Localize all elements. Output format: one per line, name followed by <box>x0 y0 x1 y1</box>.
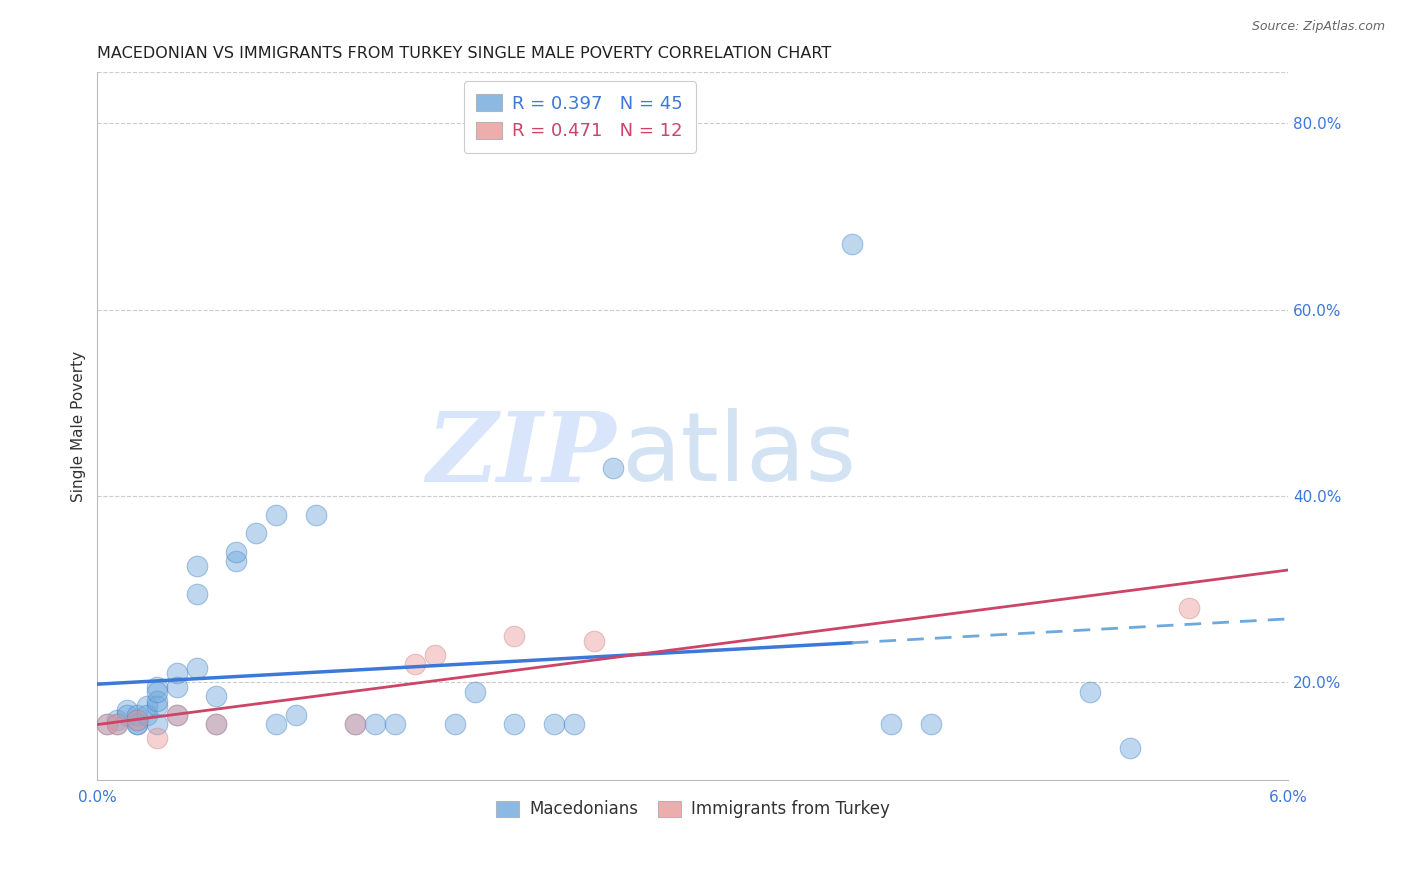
Point <box>125 717 148 731</box>
Point <box>105 717 128 731</box>
Point <box>146 731 169 746</box>
Point <box>146 685 169 699</box>
Point <box>146 698 169 713</box>
Point <box>423 648 446 662</box>
Point <box>1118 740 1140 755</box>
Point <box>166 680 188 694</box>
Point <box>136 708 159 723</box>
Point <box>841 237 863 252</box>
Y-axis label: Single Male Poverty: Single Male Poverty <box>72 351 86 502</box>
Text: MACEDONIAN VS IMMIGRANTS FROM TURKEY SINGLE MALE POVERTY CORRELATION CHART: MACEDONIAN VS IMMIGRANTS FROM TURKEY SIN… <box>97 46 831 62</box>
Point <box>443 717 465 731</box>
Point <box>284 708 307 723</box>
Point <box>225 545 247 559</box>
Point <box>125 713 148 727</box>
Text: ZIP: ZIP <box>426 408 616 501</box>
Point <box>166 708 188 723</box>
Point <box>404 657 426 671</box>
Point <box>543 717 565 731</box>
Point <box>364 717 387 731</box>
Point <box>1078 685 1101 699</box>
Point <box>125 717 148 731</box>
Point <box>115 703 138 717</box>
Point <box>245 526 267 541</box>
Point <box>136 698 159 713</box>
Point <box>562 717 585 731</box>
Point <box>225 554 247 568</box>
Point <box>146 680 169 694</box>
Point <box>264 508 287 522</box>
Point <box>880 717 903 731</box>
Point <box>96 717 118 731</box>
Point <box>920 717 942 731</box>
Point <box>503 717 526 731</box>
Text: atlas: atlas <box>621 408 856 501</box>
Point <box>384 717 406 731</box>
Point <box>166 708 188 723</box>
Point <box>205 690 228 704</box>
Point <box>205 717 228 731</box>
Point <box>186 661 208 675</box>
Point <box>105 713 128 727</box>
Point <box>186 559 208 574</box>
Point <box>146 717 169 731</box>
Point <box>146 694 169 708</box>
Text: Source: ZipAtlas.com: Source: ZipAtlas.com <box>1251 20 1385 33</box>
Point <box>503 629 526 643</box>
Point <box>205 717 228 731</box>
Point <box>105 717 128 731</box>
Legend: Macedonians, Immigrants from Turkey: Macedonians, Immigrants from Turkey <box>489 794 897 825</box>
Point <box>125 708 148 723</box>
Point <box>125 713 148 727</box>
Point <box>115 708 138 723</box>
Point <box>96 717 118 731</box>
Point <box>186 587 208 601</box>
Point <box>582 633 605 648</box>
Point <box>602 461 624 475</box>
Point <box>305 508 328 522</box>
Point <box>344 717 367 731</box>
Point <box>264 717 287 731</box>
Point <box>1178 601 1201 615</box>
Point <box>464 685 486 699</box>
Point <box>344 717 367 731</box>
Point <box>166 666 188 681</box>
